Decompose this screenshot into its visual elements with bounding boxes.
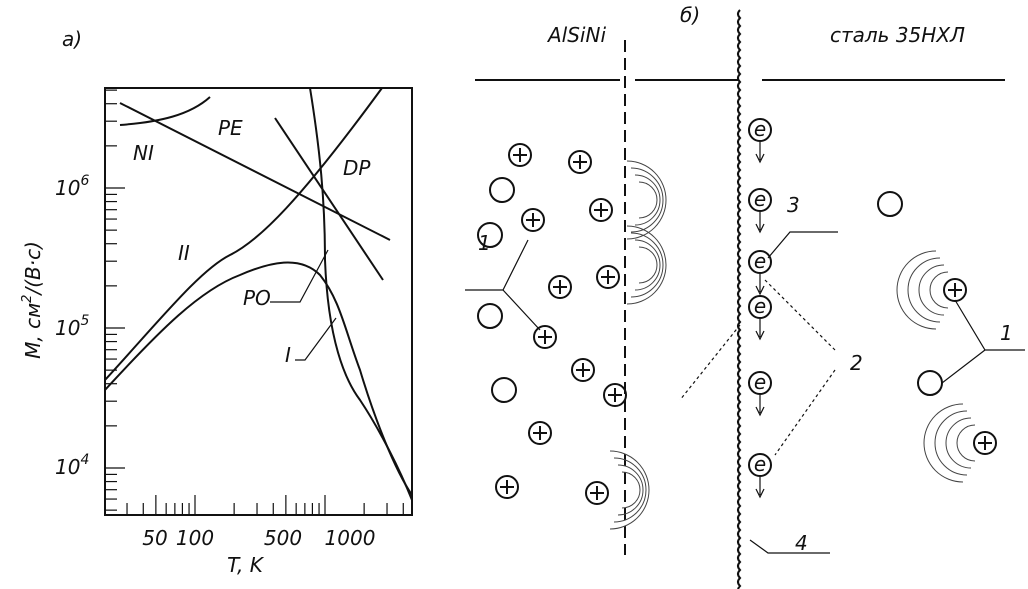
electron-arrow bbox=[756, 274, 764, 294]
electron-arrow bbox=[756, 142, 764, 162]
callout: 1 bbox=[1000, 321, 1013, 345]
wavy-interface bbox=[738, 10, 740, 589]
wave-arc bbox=[957, 425, 975, 461]
wave-arc bbox=[946, 418, 971, 468]
plus bbox=[978, 436, 992, 450]
atom bbox=[492, 378, 516, 402]
electron-label: e bbox=[754, 187, 766, 211]
x-tick-label: 1000 bbox=[325, 526, 376, 550]
y-tick-label: 106 bbox=[55, 173, 89, 200]
atom bbox=[918, 371, 942, 395]
curve-label: NI bbox=[133, 141, 154, 165]
plus bbox=[513, 148, 527, 162]
curve-label: II bbox=[178, 241, 190, 265]
wave-arc bbox=[908, 258, 940, 322]
plus bbox=[601, 270, 615, 284]
electron-arrow bbox=[756, 395, 764, 415]
y-tick-label: 104 bbox=[55, 452, 89, 479]
plus bbox=[573, 155, 587, 169]
wave-arc bbox=[639, 247, 657, 283]
curve-label: PO bbox=[243, 286, 271, 310]
callout-lines bbox=[465, 232, 1025, 553]
atom bbox=[878, 192, 902, 216]
wave-arc bbox=[935, 411, 967, 475]
wave-arc bbox=[635, 240, 660, 290]
plus bbox=[576, 363, 590, 377]
electron-arrow bbox=[756, 212, 764, 232]
electron-label: e bbox=[754, 370, 766, 394]
x-axis-label: T, K bbox=[227, 553, 265, 577]
plus bbox=[538, 330, 552, 344]
plus bbox=[526, 213, 540, 227]
electron-label: e bbox=[754, 294, 766, 318]
plus bbox=[594, 203, 608, 217]
plus bbox=[500, 480, 514, 494]
electron-arrow bbox=[756, 477, 764, 497]
wave-arc bbox=[919, 265, 944, 315]
plus bbox=[608, 388, 622, 402]
curve-label: I bbox=[285, 343, 291, 367]
callout: 1 bbox=[478, 231, 491, 255]
atom bbox=[490, 178, 514, 202]
plus bbox=[533, 426, 547, 440]
material-label: AlSiNi bbox=[546, 23, 606, 47]
electron-arrow bbox=[756, 319, 764, 339]
atom bbox=[478, 304, 502, 328]
plus bbox=[948, 283, 962, 297]
x-tick-label: 50 bbox=[142, 526, 167, 550]
callout: 4 bbox=[795, 531, 808, 555]
wave-arc bbox=[618, 465, 643, 515]
wave-arc bbox=[635, 175, 660, 225]
figure: а) 106 105 104 50 100 500 1000 T, K M, с… bbox=[0, 0, 1028, 589]
plus bbox=[553, 280, 567, 294]
callout: 2 bbox=[850, 351, 863, 375]
wave-arc bbox=[930, 272, 948, 308]
wave-arc bbox=[639, 182, 657, 218]
material-label: сталь 35НХЛ bbox=[830, 23, 965, 47]
x-tick-label: 100 bbox=[176, 526, 214, 550]
y-tick-label: 105 bbox=[55, 313, 89, 340]
electron-label: e bbox=[754, 452, 766, 476]
panel-label: а) bbox=[62, 27, 82, 51]
ions bbox=[478, 144, 996, 529]
curve-label: DP bbox=[343, 156, 371, 180]
panel-label: б) bbox=[680, 3, 700, 27]
electron-label: e bbox=[754, 249, 766, 273]
callout: 3 bbox=[787, 193, 800, 217]
plus bbox=[590, 486, 604, 500]
electron-label: e bbox=[754, 117, 766, 141]
y-axis-label: M, см2/(В·с) bbox=[20, 241, 45, 359]
x-tick-label: 500 bbox=[264, 526, 302, 550]
curve-label: PE bbox=[218, 116, 243, 140]
